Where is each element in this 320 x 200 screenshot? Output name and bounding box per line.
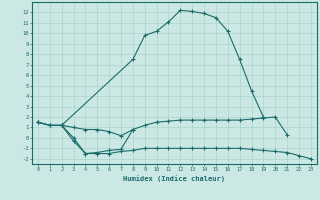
X-axis label: Humidex (Indice chaleur): Humidex (Indice chaleur): [124, 175, 225, 182]
